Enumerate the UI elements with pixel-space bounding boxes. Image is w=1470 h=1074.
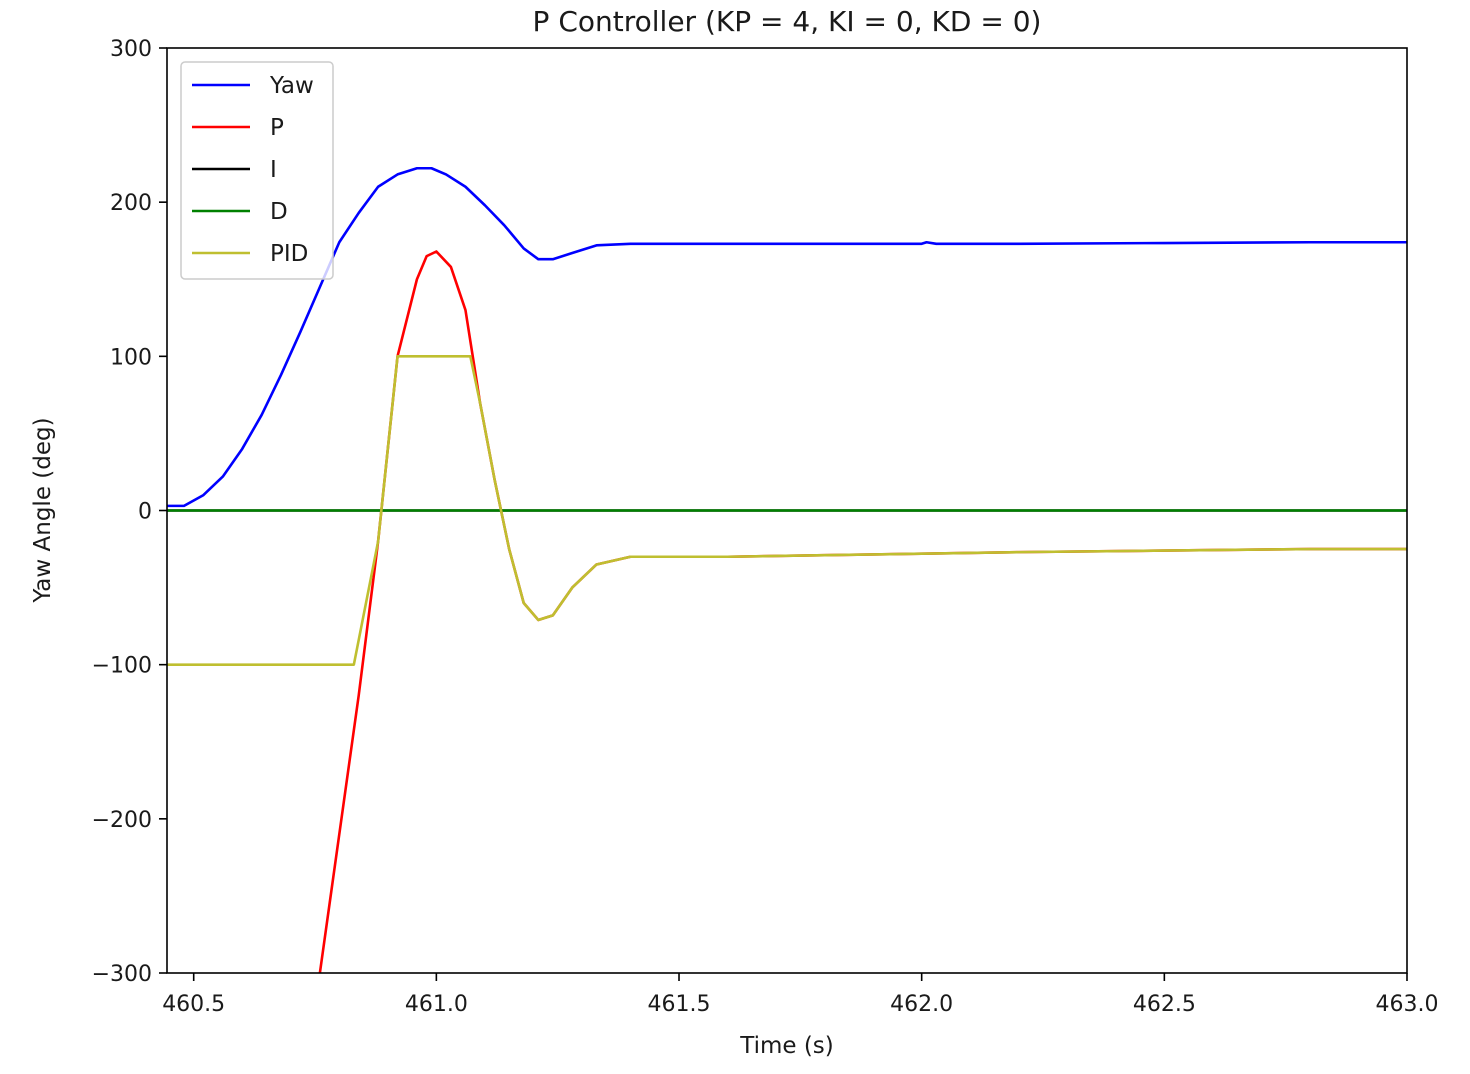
y-tick-label: 0 <box>138 500 152 525</box>
legend: Yaw PID PID <box>180 61 334 280</box>
y-tick-label: 100 <box>110 345 152 370</box>
x-tick-label: 463.0 <box>1376 992 1439 1017</box>
legend-box <box>180 61 334 280</box>
y-axis-label: Yaw Angle (deg) <box>30 417 56 603</box>
series-line-pid <box>167 355 1407 666</box>
chart-title: P Controller (KP = 4, KI = 0, KD = 0) <box>533 5 1042 38</box>
legend-label-d: D <box>270 199 288 225</box>
series-line-yaw <box>167 166 1407 508</box>
y-tick-label: 300 <box>110 37 152 62</box>
series-layer <box>167 166 1407 973</box>
x-axis-ticks: 460.5 461.0 461.5 462.0 462.5 463.0 <box>162 973 1438 1017</box>
y-tick-label: −200 <box>92 808 152 833</box>
y-tick-label: −300 <box>92 962 152 987</box>
x-tick-label: 460.5 <box>162 992 225 1017</box>
legend-label-i: I <box>270 157 277 183</box>
y-tick-label: −100 <box>92 654 152 679</box>
y-axis-ticks: −300 −200 −100 0 100 200 300 <box>92 37 167 987</box>
legend-label-yaw: Yaw <box>269 73 314 99</box>
x-tick-label: 461.0 <box>405 992 468 1017</box>
y-tick-label: 200 <box>110 191 152 216</box>
x-tick-label: 462.5 <box>1133 992 1196 1017</box>
x-tick-label: 462.0 <box>890 992 953 1017</box>
legend-label-pid: PID <box>270 241 308 267</box>
legend-label-p: P <box>270 115 284 141</box>
x-tick-label: 461.5 <box>648 992 711 1017</box>
x-axis-label: Time (s) <box>739 1033 834 1059</box>
